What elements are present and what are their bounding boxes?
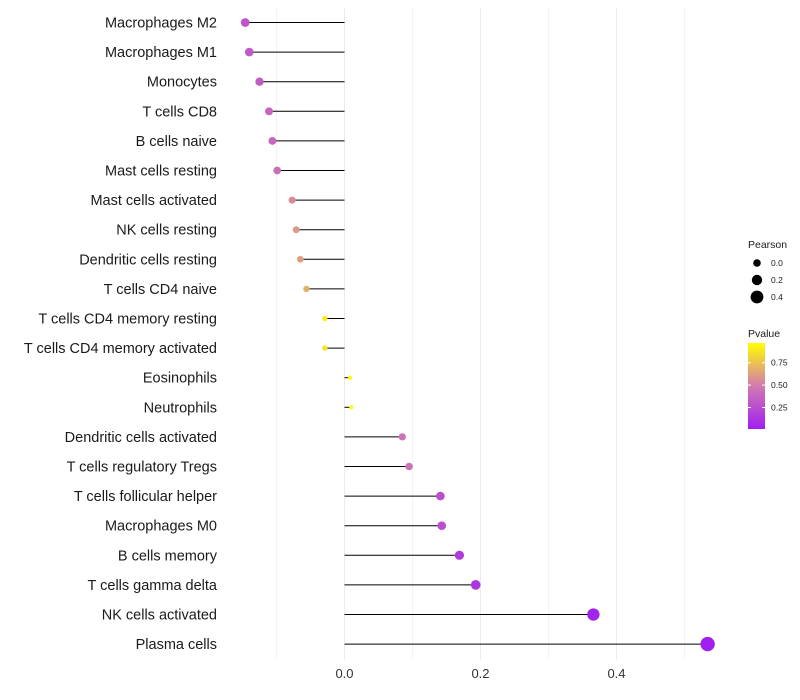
lollipop-dot [700,636,715,652]
y-axis-label: Dendritic cells resting [79,252,217,268]
y-axis-label: T cells CD4 memory activated [24,341,217,357]
y-axis-label: T cells CD4 naive [104,282,217,298]
y-axis-label: B cells naive [136,134,217,150]
y-axis-label: T cells regulatory Tregs [67,460,217,476]
lollipop-dot [398,433,406,441]
lollipop-dot [322,345,328,351]
color-legend-title: Pvalue [748,328,780,340]
lollipop-dot [405,462,413,471]
y-axis-label: T cells gamma delta [88,578,218,594]
size-legend: Pearson 0.0 0.2 0.4 [748,239,787,304]
size-legend-key [753,259,761,267]
y-axis-label: Neutrophils [144,400,217,416]
size-legend-label: 0.2 [771,275,783,285]
x-axis-tick-label: 0.2 [471,666,489,681]
y-axis-label: Dendritic cells activated [65,430,217,446]
lollipop-dot [437,521,447,531]
lollipop-dot [347,375,352,380]
y-axis-label: Eosinophils [143,371,217,387]
y-axis-label: T cells CD4 memory resting [38,312,217,328]
x-axis-tick-labels: 0.0 0.2 0.4 [335,666,625,681]
y-axis-labels: Macrophages M2 Macrophages M1 Monocytes T c… [24,16,218,654]
lollipop-dot [296,255,304,263]
lollipop-dots [240,18,715,652]
size-legend-key [750,290,764,304]
y-axis-label: NK cells activated [102,608,217,624]
lollipop-dot [244,47,254,57]
lollipop-dot [273,166,282,175]
y-axis-label: T cells CD8 [142,104,217,120]
size-legend-label: 0.0 [771,258,783,268]
y-axis-label: Macrophages M0 [105,519,217,535]
lollipop-dot [436,491,445,501]
lollipop-dot [240,18,250,27]
lollipop-dot [349,405,354,410]
color-legend-label: 0.50 [771,380,788,390]
lollipop-dot [454,550,465,560]
x-axis-tick-label: 0.0 [335,666,353,681]
lollipop-stems [245,22,708,645]
size-legend-title: Pearson [748,239,787,251]
lollipop-dot [255,77,264,86]
color-legend-label: 0.75 [771,358,788,368]
lollipop-dot [288,196,296,204]
x-axis-tick-label: 0.4 [607,666,625,681]
lollipop-dot [587,608,600,621]
y-axis-label: Mast cells resting [105,164,217,180]
y-axis-label: Macrophages M1 [105,45,217,61]
size-legend-key [751,274,763,286]
y-axis-label: NK cells resting [116,223,217,239]
y-axis-label: Plasma cells [136,637,217,653]
lollipop-dot [322,315,328,322]
size-legend-label: 0.4 [771,292,783,302]
lollipop-dot [470,580,481,590]
y-axis-label: T cells follicular helper [74,489,217,505]
grid-lines [276,8,685,660]
lollipop-dot [265,107,274,116]
y-axis-label: Monocytes [147,75,217,91]
color-legend-bar [748,343,765,429]
lollipop-dot [268,136,277,145]
color-legend-label: 0.25 [771,403,788,413]
lollipop-dot [303,285,310,293]
y-axis-label: Macrophages M2 [105,16,217,32]
lollipop-dot [292,226,300,234]
y-axis-label: B cells memory [118,548,218,564]
color-legend: Pvalue 0.25 0.50 0.75 [748,328,788,429]
y-axis-label: Mast cells activated [90,193,217,209]
